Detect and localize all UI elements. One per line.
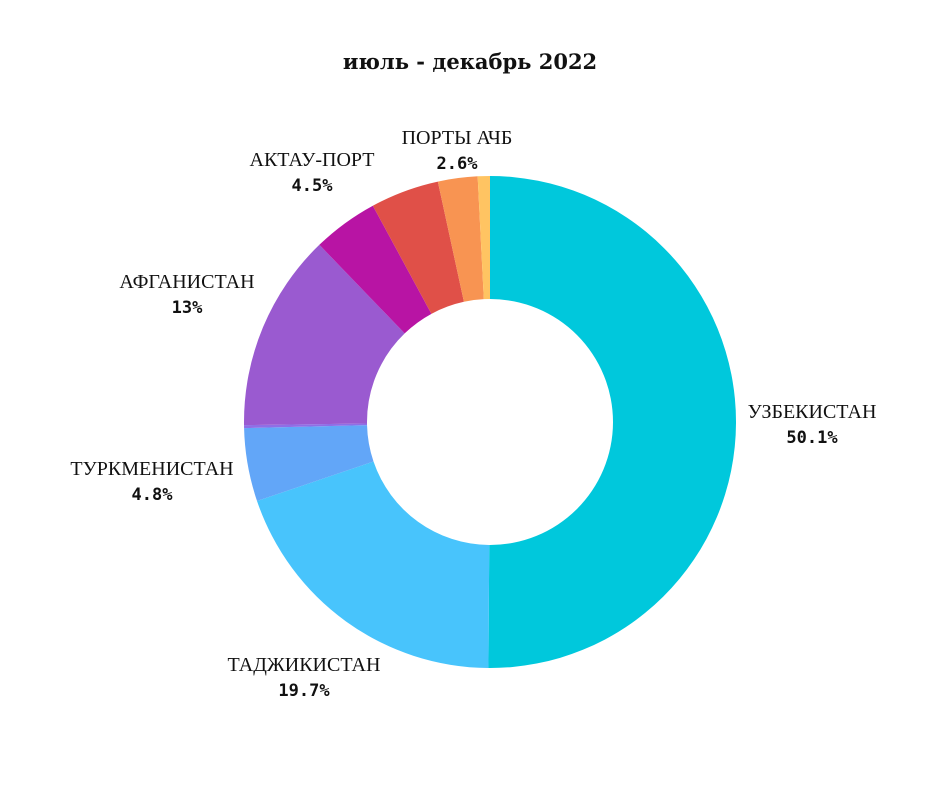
slice-value-8: 2.6%: [437, 154, 479, 174]
slice-value-7: 4.5%: [292, 176, 334, 196]
pie-slice-8: [437, 176, 484, 302]
pie-slice-5: [244, 244, 405, 426]
slice-label-8: ПОРТЫ АЧБ: [402, 127, 513, 149]
slice-group: [244, 176, 737, 669]
slice-value-1: 50.1%: [786, 428, 838, 448]
pie-slice-6: [319, 205, 432, 334]
chart-title: июль - декабрь 2022: [343, 49, 597, 74]
pie-slice-4: [244, 423, 368, 429]
slice-label-1: УЗБЕКИСТАН: [748, 401, 877, 423]
pie-slice-3: [244, 425, 374, 501]
slice-label-2: ТАДЖИКИСТАН: [228, 654, 381, 676]
slice-value-5: 13%: [172, 298, 203, 318]
pie-slice-1: [488, 176, 737, 669]
slice-label-3: ТУРКМЕНИСТАН: [70, 458, 233, 480]
pie-slice-7: [372, 181, 464, 314]
slice-label-7: АКТАУ-ПОРТ: [250, 149, 375, 171]
label-group: УЗБЕКИСТАН 50.1% ТАДЖИКИСТАН 19.7% ТУРКМЕНИС…: [70, 127, 876, 701]
slice-value-3: 4.8%: [132, 485, 174, 505]
slice-value-2: 19.7%: [278, 681, 330, 701]
slice-label-5: АФГАНИСТАН: [119, 271, 254, 293]
pie-slice-9: [477, 176, 490, 300]
pie-slice-2: [257, 461, 490, 668]
